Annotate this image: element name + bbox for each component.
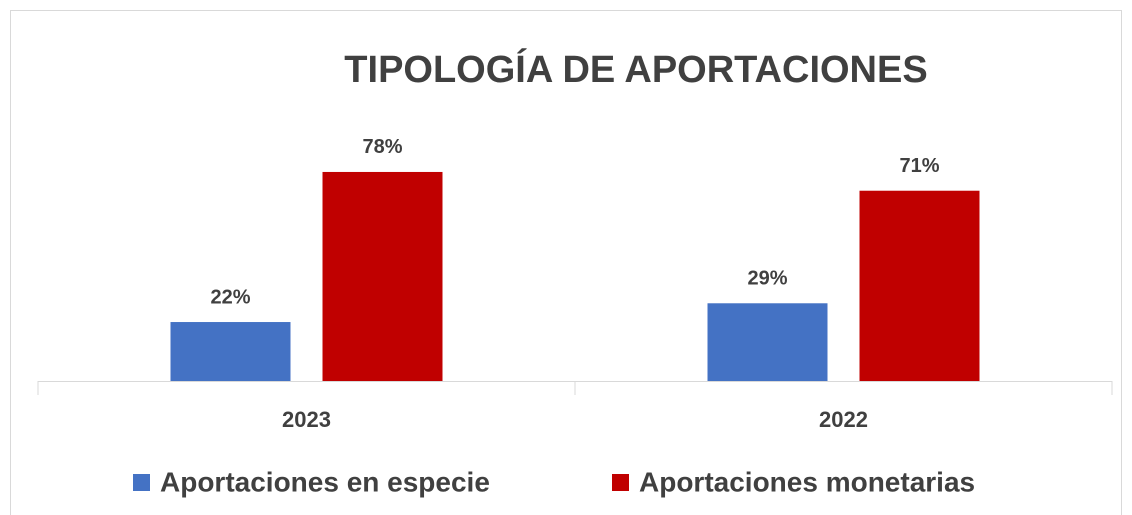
bar <box>170 322 291 381</box>
data-label: 78% <box>362 136 402 158</box>
bar <box>322 171 443 381</box>
legend-label: Aportaciones monetarias <box>639 466 975 497</box>
legend-label: Aportaciones en especie <box>160 466 490 497</box>
legend-swatch <box>612 474 629 491</box>
chart-title: TIPOLOGÍA DE APORTACIONES <box>344 47 927 91</box>
legend-swatch <box>133 474 150 491</box>
x-tick-label: 2022 <box>819 407 868 432</box>
bar <box>707 303 828 381</box>
bar <box>859 190 980 381</box>
x-tick-label: 2023 <box>282 407 331 432</box>
data-label: 29% <box>747 268 787 290</box>
data-label: 22% <box>210 286 250 308</box>
chart-border <box>10 10 1122 515</box>
data-label: 71% <box>899 155 939 177</box>
